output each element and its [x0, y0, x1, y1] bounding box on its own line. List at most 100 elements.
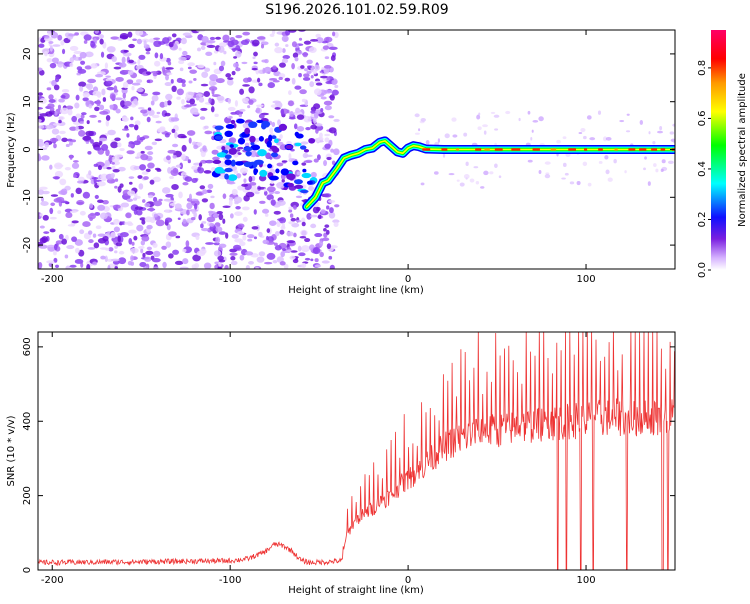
- noise-blob: [126, 79, 134, 85]
- signal-blob: [301, 172, 312, 179]
- noise-blob: [175, 37, 182, 42]
- noise-blob: [137, 175, 143, 179]
- noise-blob: [108, 154, 113, 162]
- noise-blob: [175, 235, 181, 239]
- noise-blob: [258, 251, 266, 257]
- noise-blob: [143, 39, 147, 47]
- noise-blob: [69, 126, 77, 131]
- noise-blob: [241, 183, 248, 187]
- noise-blob: [230, 255, 236, 261]
- noise-blob: [251, 226, 259, 230]
- carrier-peak: [422, 148, 431, 151]
- noise-blob: [302, 51, 308, 58]
- signal-blob: [294, 142, 302, 147]
- noise-blob: [489, 171, 494, 175]
- noise-blob: [212, 82, 217, 85]
- noise-blob: [71, 236, 78, 242]
- noise-blob: [321, 237, 330, 242]
- noise-blob: [128, 181, 133, 185]
- signal-blob: [267, 163, 273, 169]
- noise-blob: [605, 169, 610, 175]
- noise-blob: [140, 150, 145, 154]
- noise-blob: [293, 232, 297, 238]
- noise-blob: [280, 108, 285, 116]
- signal-blob: [230, 159, 236, 167]
- noise-blob: [314, 258, 319, 263]
- noise-blob: [99, 110, 109, 115]
- carrier-peak: [484, 148, 490, 151]
- noise-blob: [138, 183, 144, 190]
- noise-blob: [248, 86, 255, 94]
- noise-blob: [60, 40, 65, 46]
- noise-blob: [140, 109, 148, 114]
- bottom-y-tick-label: 400: [22, 412, 33, 431]
- noise-blob: [120, 100, 126, 108]
- noise-blob: [247, 234, 255, 239]
- noise-blob: [448, 173, 455, 176]
- noise-blob: [279, 134, 283, 139]
- noise-blob: [78, 56, 82, 61]
- noise-blob: [97, 165, 103, 171]
- noise-blob: [159, 53, 164, 60]
- noise-blob: [324, 133, 331, 137]
- noise-blob: [166, 72, 173, 76]
- noise-blob: [225, 144, 231, 150]
- noise-blob: [110, 172, 116, 178]
- noise-blob: [270, 104, 277, 108]
- noise-blob: [123, 49, 129, 53]
- noise-blob: [105, 115, 111, 121]
- noise-blob: [286, 140, 292, 145]
- noise-blob: [287, 100, 294, 107]
- noise-blob: [183, 104, 192, 108]
- noise-blob: [213, 250, 222, 257]
- noise-blob: [167, 149, 177, 154]
- noise-blob: [80, 60, 86, 65]
- noise-blob: [154, 60, 161, 67]
- noise-blob: [61, 89, 70, 93]
- signal-blob: [250, 141, 255, 146]
- noise-blob: [197, 47, 202, 52]
- noise-blob: [121, 56, 126, 64]
- noise-blob: [149, 179, 155, 185]
- noise-blob: [112, 204, 121, 209]
- noise-blob: [49, 62, 57, 69]
- noise-blob: [82, 92, 90, 98]
- noise-blob: [205, 242, 214, 245]
- carrier-peak: [651, 148, 658, 151]
- noise-blob: [259, 200, 266, 204]
- noise-blob: [185, 240, 190, 248]
- noise-blob: [209, 222, 215, 227]
- noise-blob: [114, 137, 121, 142]
- noise-blob: [141, 235, 150, 242]
- noise-blob: [295, 195, 303, 199]
- noise-blob: [67, 109, 73, 116]
- noise-blob: [133, 140, 141, 146]
- noise-blob: [330, 148, 334, 153]
- noise-blob: [82, 97, 89, 102]
- noise-blob: [38, 92, 43, 96]
- noise-blob: [313, 111, 319, 119]
- noise-blob: [279, 62, 286, 68]
- noise-blob: [55, 264, 60, 269]
- noise-blob: [315, 128, 319, 134]
- noise-blob: [165, 93, 173, 101]
- noise-blob: [166, 223, 171, 231]
- signal-blob: [234, 161, 244, 166]
- noise-blob: [110, 36, 120, 40]
- noise-blob: [179, 67, 184, 72]
- signal-blob: [243, 146, 253, 152]
- signal-blob: [243, 161, 253, 168]
- noise-blob: [182, 218, 187, 224]
- signal-blob: [303, 149, 310, 153]
- noise-blob: [211, 149, 219, 155]
- noise-blob: [57, 61, 64, 68]
- noise-blob: [144, 256, 152, 262]
- noise-blob: [49, 164, 53, 170]
- noise-blob: [217, 255, 224, 261]
- signal-blob: [225, 123, 235, 129]
- noise-blob: [607, 177, 613, 182]
- noise-blob: [75, 113, 82, 119]
- noise-blob: [290, 217, 297, 222]
- noise-blob: [46, 87, 52, 91]
- noise-blob: [333, 148, 340, 156]
